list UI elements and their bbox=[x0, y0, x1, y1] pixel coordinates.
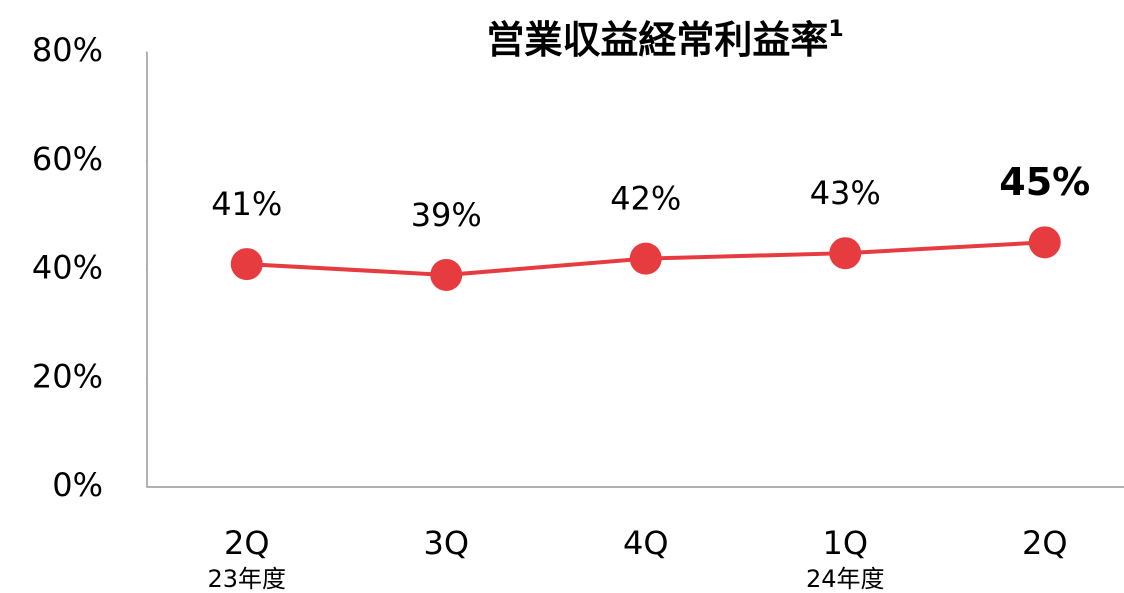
title-footnote: 1 bbox=[828, 17, 843, 42]
y-tick-label: 0% bbox=[52, 466, 103, 504]
y-tick-label: 20% bbox=[32, 357, 103, 395]
x-tick-label: 3Q bbox=[423, 524, 469, 562]
data-point bbox=[230, 248, 263, 281]
y-tick-label: 40% bbox=[32, 249, 103, 287]
data-label: 42% bbox=[610, 180, 681, 218]
data-label: 39% bbox=[411, 196, 482, 234]
data-point bbox=[629, 242, 662, 275]
x-tick-label: 1Q bbox=[822, 524, 868, 562]
chart-title: 営業収益経常利益率1 bbox=[486, 17, 843, 62]
y-tick-label: 60% bbox=[32, 140, 103, 178]
data-label: 45% bbox=[999, 160, 1090, 204]
title-text: 営業収益経常利益率 bbox=[486, 18, 828, 62]
x-tick-label: 4Q bbox=[623, 524, 669, 562]
data-point bbox=[430, 258, 463, 291]
y-tick-label: 80% bbox=[32, 31, 103, 69]
x-group-label: 23年度 bbox=[207, 565, 286, 593]
data-point bbox=[1028, 226, 1061, 259]
x-tick-label: 2Q bbox=[224, 524, 270, 562]
x-group-label: 24年度 bbox=[806, 565, 885, 593]
data-label: 43% bbox=[810, 174, 881, 212]
data-point bbox=[829, 237, 862, 270]
x-tick-label: 2Q bbox=[1022, 524, 1068, 562]
data-label: 41% bbox=[211, 185, 282, 223]
